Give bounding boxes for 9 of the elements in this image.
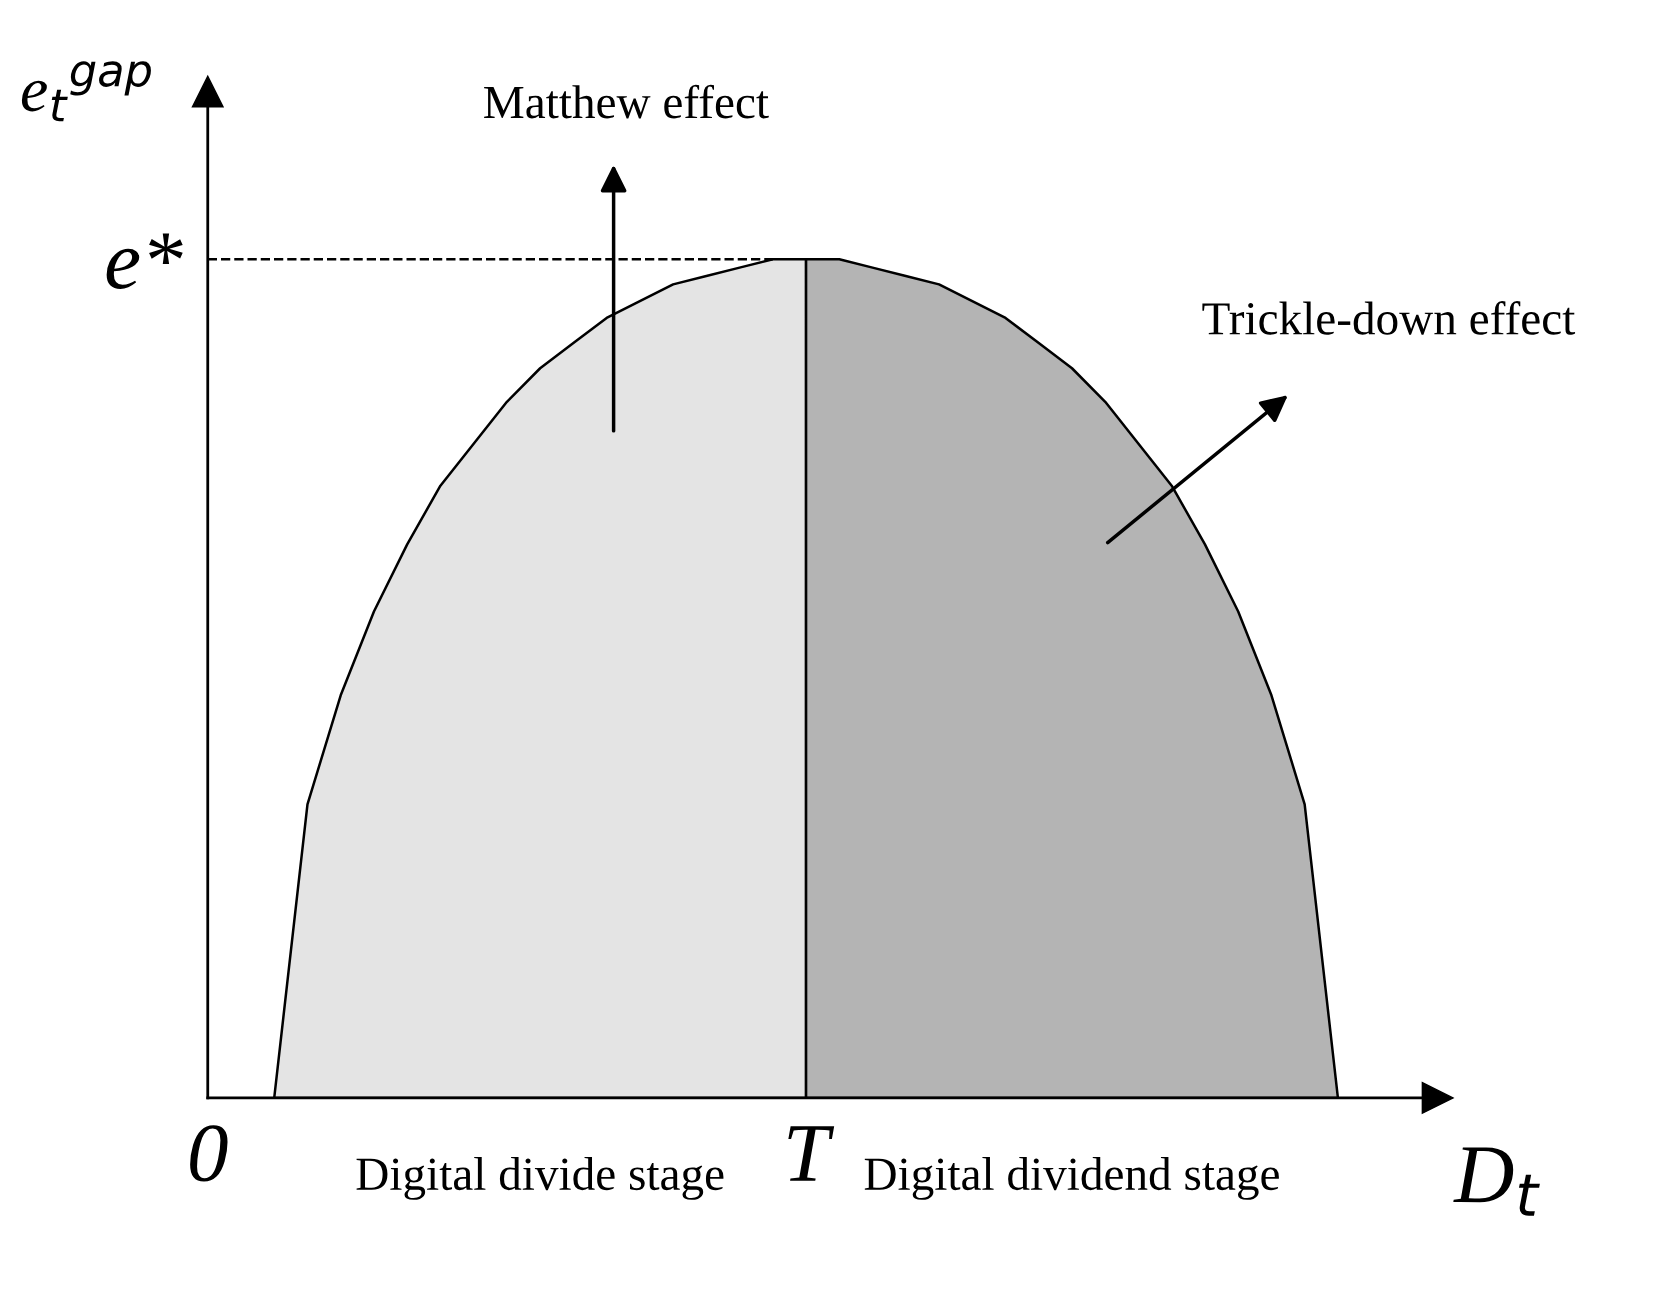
ref-line-label: e* xyxy=(106,233,183,289)
x-tick-label: T xyxy=(788,1126,835,1181)
text: Digital divide stage xyxy=(356,1156,724,1200)
y-axis-title: e$_{t}$$^{gap}$ xyxy=(21,61,151,122)
text: Matthew effect xyxy=(484,84,769,119)
annotation: Trickle-down effect xyxy=(1202,301,1576,335)
text: Digital dividend stage xyxy=(864,1156,1279,1200)
x-tick-label: 0 xyxy=(190,1125,228,1182)
x-axis-title: D$_{t}$ xyxy=(1453,1147,1540,1216)
